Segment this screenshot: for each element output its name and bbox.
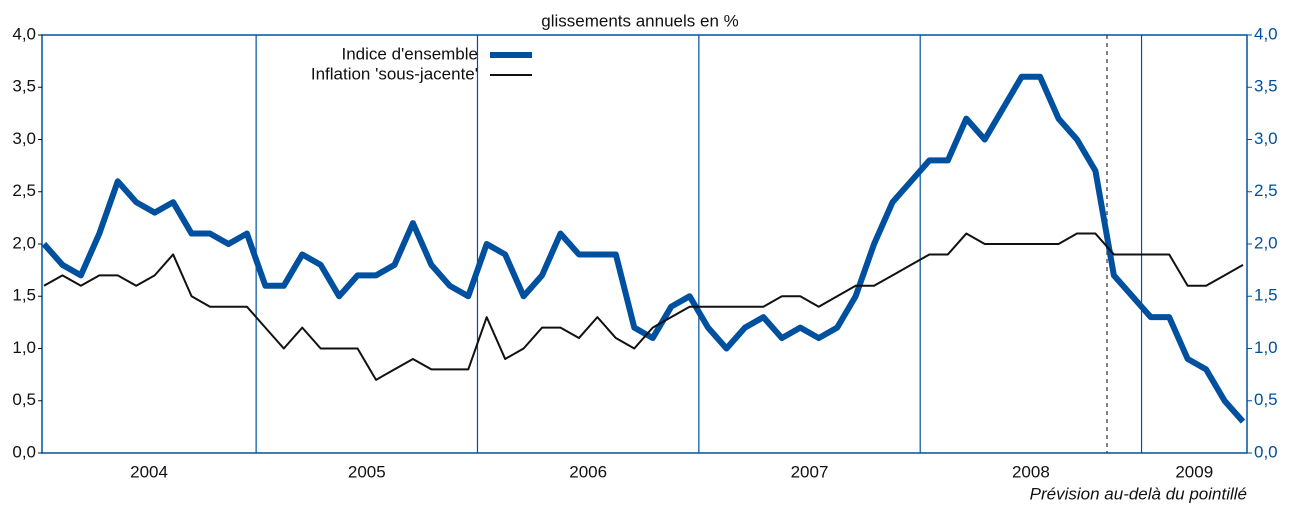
y2-tick-label: 4,0 (1254, 24, 1278, 43)
y-tick-label: 1,5 (12, 286, 36, 305)
x-tick-label: 2008 (1012, 462, 1050, 481)
y2-tick-label: 1,5 (1254, 286, 1278, 305)
series-line (41, 73, 1246, 424)
y2-tick-label: 0,5 (1254, 390, 1278, 409)
y2-tick-label: 2,0 (1254, 233, 1278, 252)
x-tick-label: 2007 (791, 462, 829, 481)
y-tick-label: 1,0 (12, 338, 36, 357)
y2-tick-label: 2,5 (1254, 181, 1278, 200)
y2-tick-label: 3,0 (1254, 129, 1278, 148)
x-tick-label: 2006 (569, 462, 607, 481)
y-tick-label: 4,0 (12, 24, 36, 43)
y-tick-label: 2,5 (12, 181, 36, 200)
y2-tick-label: 0,0 (1254, 442, 1278, 461)
y-tick-label: 0,0 (12, 442, 36, 461)
chart-subtitle: glissements annuels en % (541, 11, 739, 30)
legend-label: Inflation 'sous-jacente' (311, 64, 478, 83)
y-tick-label: 0,5 (12, 390, 36, 409)
legend-label: Indice d'ensemble (342, 44, 479, 63)
x-tick-label: 2004 (130, 462, 168, 481)
x-tick-label: 2005 (348, 462, 386, 481)
series-line (43, 232, 1244, 381)
x-tick-label: 2009 (1175, 462, 1213, 481)
y2-tick-label: 1,0 (1254, 338, 1278, 357)
annotation: Prévision au-delà du pointillé (1030, 484, 1247, 503)
y-tick-label: 2,0 (12, 233, 36, 252)
y-tick-label: 3,5 (12, 77, 36, 96)
y2-tick-label: 3,5 (1254, 77, 1278, 96)
y-tick-label: 3,0 (12, 129, 36, 148)
